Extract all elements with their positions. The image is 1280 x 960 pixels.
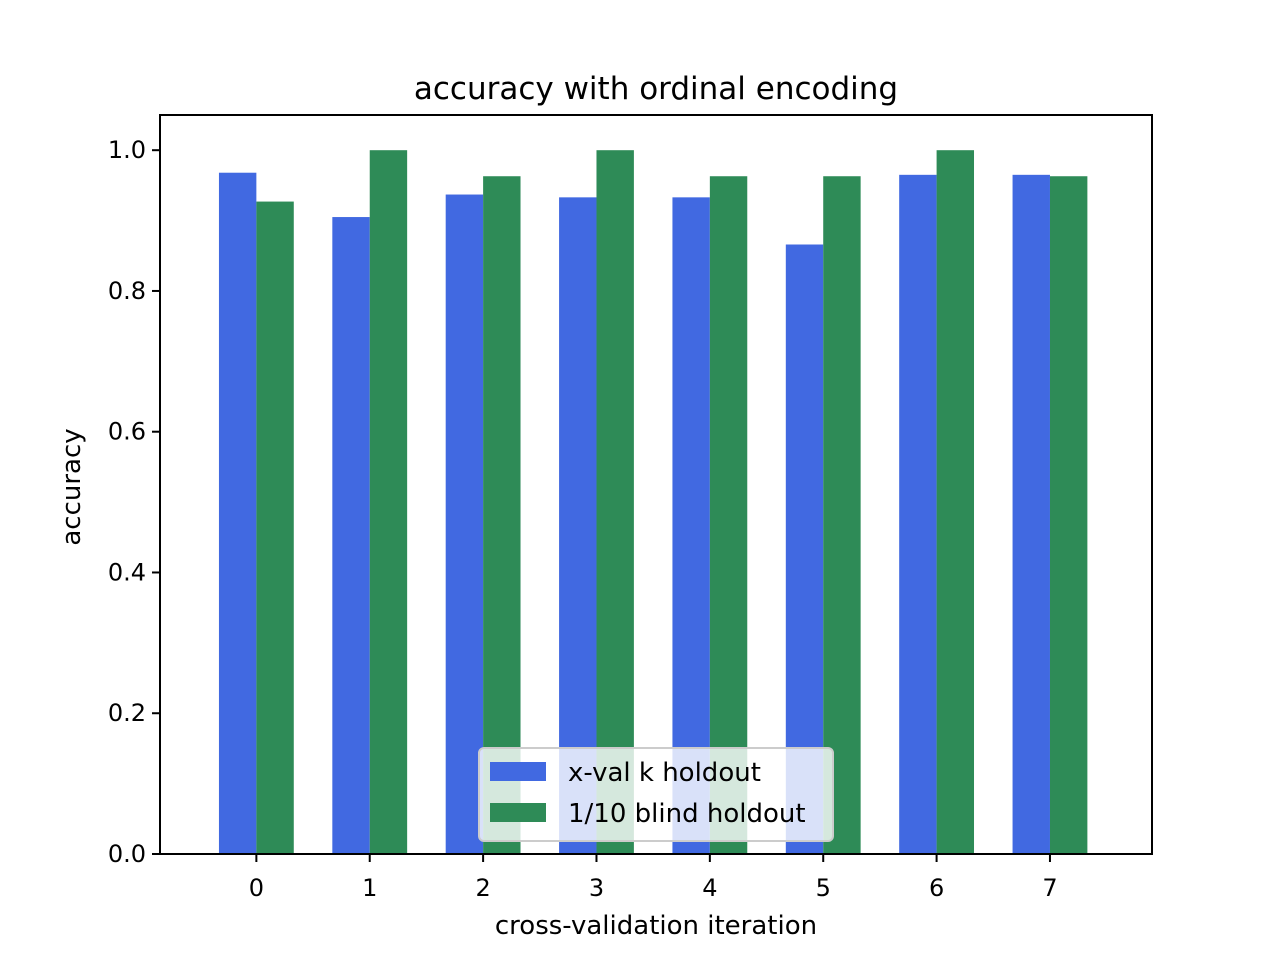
legend-swatch-xval	[490, 762, 546, 781]
plot-frame	[159, 114, 1153, 855]
bar-blind-6	[936, 150, 975, 854]
bar-xval-4	[672, 197, 710, 855]
y-axis-label: accuracy	[57, 428, 87, 545]
bar-xval-0	[218, 172, 257, 854]
x-tick-label: 1	[362, 874, 377, 902]
bar-blind-3	[596, 150, 634, 854]
chart-title: accuracy with ordinal encoding	[414, 71, 898, 107]
x-tick-label: 3	[589, 874, 604, 902]
legend: x-val k holdout 1/10 blind holdout	[478, 747, 834, 842]
bar-blind-2	[483, 176, 521, 854]
legend-swatch-blind	[490, 803, 546, 822]
bar-xval-6	[899, 174, 937, 855]
bar-xval-7	[1012, 174, 1050, 855]
y-tick-label: 0.8	[108, 277, 146, 305]
bar-blind-1	[369, 150, 408, 854]
bar-blind-5	[823, 176, 861, 854]
legend-box	[478, 747, 834, 842]
legend-label-xval: x-val k holdout	[568, 758, 761, 788]
x-tick-label: 2	[475, 874, 490, 902]
x-tick-label: 5	[816, 874, 831, 902]
bars-layer	[218, 150, 1088, 855]
bar-xval-1	[332, 217, 370, 855]
x-tick-label: 7	[1042, 874, 1057, 902]
bar-blind-7	[1049, 176, 1088, 854]
y-tick-label: 1.0	[108, 136, 146, 164]
y-tick-label: 0.0	[108, 840, 146, 868]
y-tick-label: 0.4	[108, 558, 146, 586]
y-tick-label: 0.2	[108, 699, 146, 727]
axes-layer: 0.0 0.2 0.4 0.6 0.8 1.0 0 1 2 3 4 5 6 7	[108, 114, 1153, 902]
bar-xval-2	[445, 194, 484, 855]
y-tick-label: 0.6	[108, 418, 146, 446]
x-tick-label: 4	[702, 874, 717, 902]
bar-xval-3	[559, 197, 597, 855]
bar-blind-0	[256, 201, 294, 854]
x-tick-label: 0	[249, 874, 264, 902]
bar-blind-4	[709, 176, 748, 854]
x-axis-label: cross-validation iteration	[495, 911, 817, 941]
legend-label-blind: 1/10 blind holdout	[568, 799, 806, 829]
x-tick-label: 6	[929, 874, 944, 902]
